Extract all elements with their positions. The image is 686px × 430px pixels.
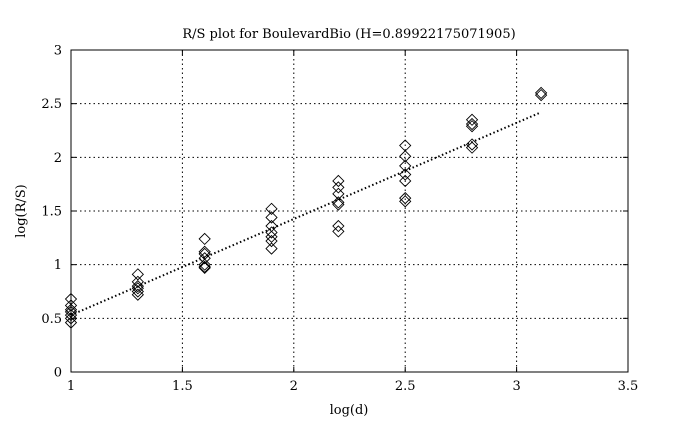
data-point-diamond [399,174,412,188]
x-tick-labels: 1 1.5 2 2.5 3 3.5 [67,379,638,394]
data-points [64,86,548,329]
data-point-diamond [265,202,278,215]
data-point-diamond [465,117,479,131]
x-tick-label: 3.5 [618,379,639,394]
data-point-diamond [534,86,548,100]
y-tick-label: 3 [54,44,62,59]
data-point-diamond [131,279,144,293]
data-point-diamond [265,242,278,255]
y-tick-label: 2 [54,151,62,166]
fit-line-group [70,111,542,317]
data-point-diamond [198,261,211,275]
data-point-diamond [399,150,412,163]
x-axis-label: log(d) [330,403,369,418]
data-point-diamond [399,168,412,181]
x-tick-label: 2 [290,379,298,394]
y-tick-label: 1.5 [41,205,62,220]
data-point-diamond [332,225,345,238]
data-point-diamond [399,195,412,208]
data-point-diamond [465,120,479,133]
data-point-diamond [198,260,211,273]
y-tick-label: 0 [54,366,62,381]
fit-line [70,111,542,317]
data-point-diamond [265,226,278,239]
x-tick-label: 3 [512,379,520,394]
data-point-diamond [465,113,479,126]
data-point-diamond [265,211,278,224]
data-point-diamond [332,181,345,194]
data-point-diamond [131,285,144,298]
data-point-diamond [198,252,211,265]
y-tick-labels: 0 0.5 1 1.5 2 2.5 3 [41,44,62,381]
data-point-diamond [131,275,144,288]
x-tick-label: 2.5 [395,379,416,394]
data-point-diamond [332,219,345,233]
data-point-diamond [399,191,412,205]
data-point-diamond [332,187,345,200]
y-tick-label: 1 [54,258,62,273]
data-point-diamond [265,234,278,248]
data-point-diamond [131,282,144,295]
data-point-diamond [265,230,278,243]
chart-title: R/S plot for BoulevardBio (H=0.899221750… [182,27,515,42]
data-point-diamond [332,174,345,188]
data-point-diamond [198,232,211,246]
data-point-diamond [198,258,211,271]
y-axis-label: log(R/S) [14,184,29,238]
data-point-diamond [465,141,479,154]
data-point-diamond [265,219,278,233]
data-point-diamond [332,196,345,209]
y-tick-label: 0.5 [41,312,62,327]
data-point-diamond [332,198,345,211]
y-tick-label: 2.5 [41,97,62,112]
x-tick-label: 1 [67,379,75,394]
data-point-diamond [131,288,144,301]
grid-lines [71,50,628,372]
plot-frame [70,49,629,373]
x-tick-label: 1.5 [172,379,193,394]
data-point-diamond [399,159,412,173]
data-point-diamond [131,268,144,281]
data-point-diamond [198,245,211,258]
data-point-diamond [534,88,548,102]
data-point-diamond [465,138,479,151]
